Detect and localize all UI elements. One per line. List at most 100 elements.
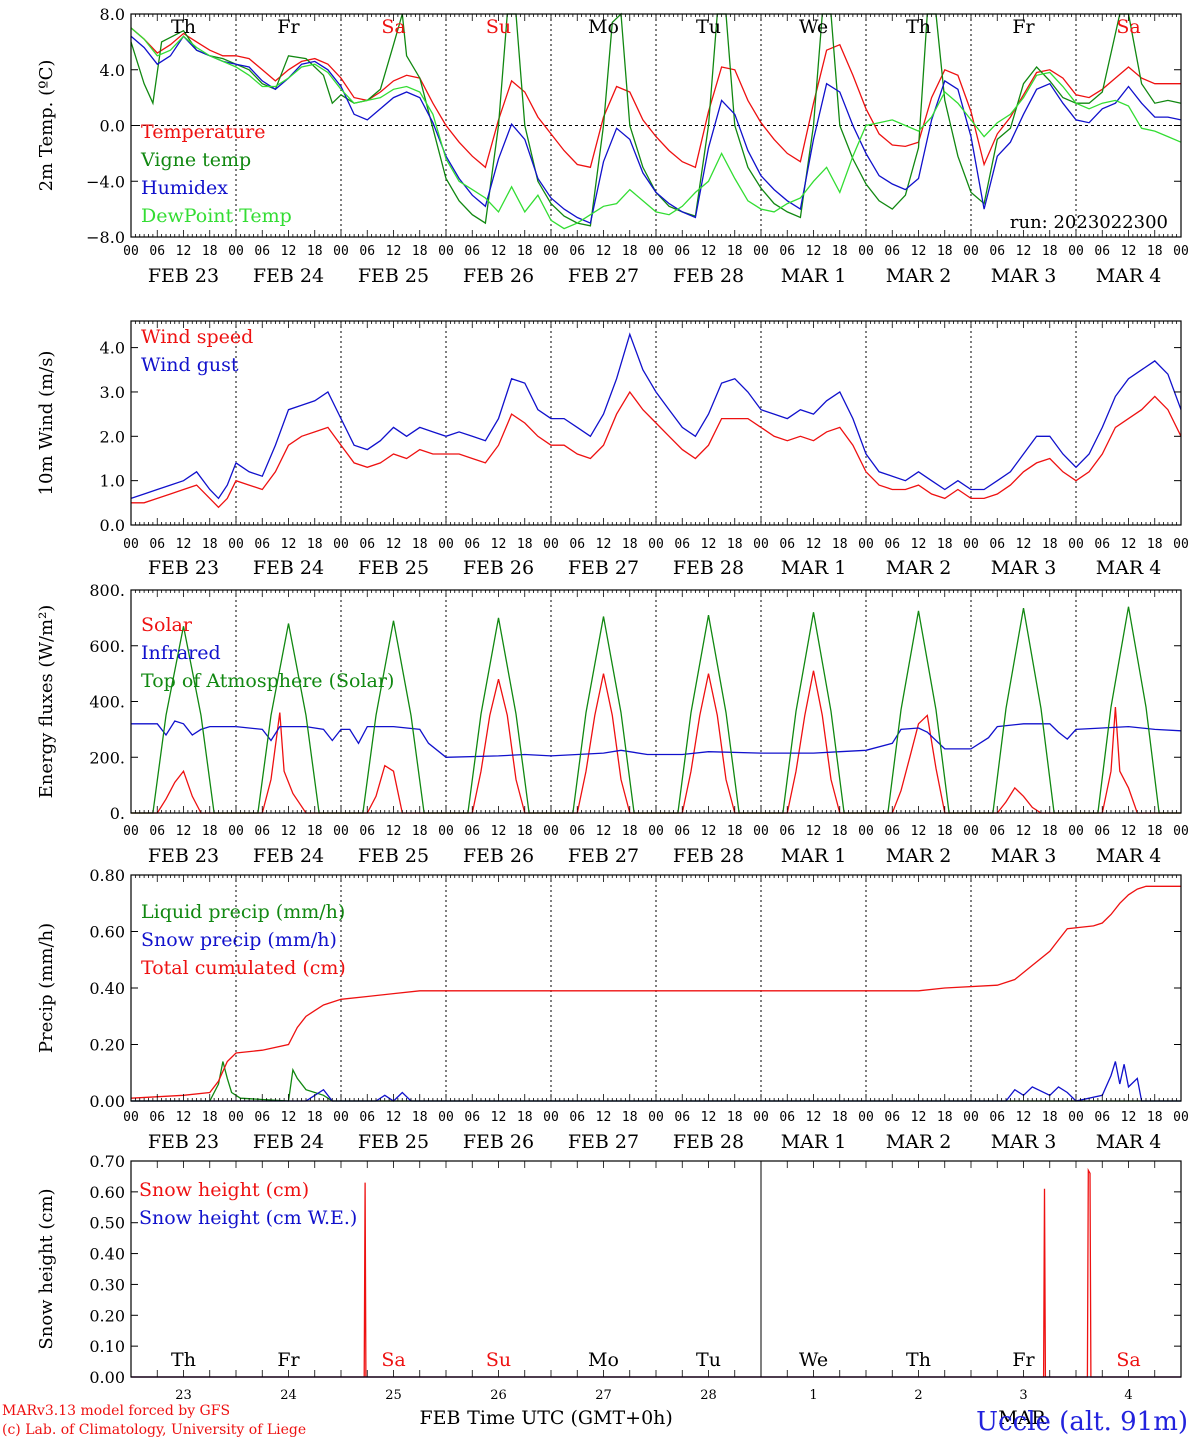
series-solar <box>131 670 1181 814</box>
y-axis-label: 2m Temp. (ºC) <box>36 60 57 192</box>
hour-label: 12 <box>596 244 612 259</box>
hour-label: 00 <box>753 1110 769 1125</box>
date-label: FEB 28 <box>673 265 744 287</box>
day-number: 27 <box>595 1388 612 1403</box>
date-label: MAR 1 <box>781 1131 847 1153</box>
hour-label: 00 <box>1173 244 1189 259</box>
hour-label: 06 <box>1094 537 1110 552</box>
day-name: Sa <box>381 1349 405 1371</box>
hour-label: 18 <box>517 537 533 552</box>
hour-label: 18 <box>202 824 218 839</box>
hour-label: 12 <box>1121 824 1137 839</box>
hour-label: 00 <box>963 244 979 259</box>
date-label: MAR 2 <box>886 1131 952 1153</box>
hour-label: 06 <box>359 1110 375 1125</box>
date-label: FEB 26 <box>463 1131 534 1153</box>
hour-label: 18 <box>412 537 428 552</box>
y-tick-label: 4.0 <box>100 339 125 358</box>
hour-label: 00 <box>228 537 244 552</box>
y-tick-label: 0.60 <box>89 1183 125 1202</box>
hour-label: 00 <box>1173 1110 1189 1125</box>
series-wind-speed <box>131 390 1182 509</box>
hour-label: 00 <box>963 1110 979 1125</box>
legend-entry: Temperature <box>141 121 265 143</box>
hour-label: 12 <box>1016 244 1032 259</box>
hour-label: 00 <box>648 1110 664 1125</box>
y-tick-label: 0. <box>110 804 125 823</box>
y-tick-label: 2.0 <box>100 427 125 446</box>
hour-label: 18 <box>727 244 743 259</box>
date-label: FEB 23 <box>148 557 219 579</box>
hour-label: 06 <box>674 244 690 259</box>
date-label: FEB 25 <box>358 1131 429 1153</box>
legend-entry: Wind gust <box>141 354 239 376</box>
date-label: FEB 25 <box>358 845 429 867</box>
y-tick-label: −4.0 <box>86 172 125 191</box>
hour-label: 18 <box>202 244 218 259</box>
date-label: FEB 26 <box>463 265 534 287</box>
hour-label: 06 <box>464 537 480 552</box>
footer: MARv3.13 model forced by GFS (c) Lab. of… <box>2 1403 1188 1438</box>
series-dewpoint-temp <box>130 27 1182 230</box>
run-annotation: run: 2023022300 <box>1010 212 1168 233</box>
day-name: Mo <box>588 1349 619 1371</box>
hour-label: 18 <box>727 1110 743 1125</box>
hour-label: 18 <box>937 824 953 839</box>
hour-label: 06 <box>1094 1110 1110 1125</box>
day-number: 3 <box>1019 1388 1027 1403</box>
date-label: FEB 28 <box>673 557 744 579</box>
date-label: MAR 3 <box>991 557 1057 579</box>
hour-label: 06 <box>884 824 900 839</box>
legend-entry: Vigne temp <box>140 149 251 171</box>
hour-label: 12 <box>386 1110 402 1125</box>
hour-label: 06 <box>779 244 795 259</box>
day-name: Th <box>171 16 196 38</box>
series-humidex <box>130 35 1182 225</box>
legend-entry: Infrared <box>141 642 221 664</box>
hour-label: 12 <box>1121 244 1137 259</box>
y-tick-label: 0.80 <box>89 866 125 885</box>
month-label-feb: FEB <box>419 1407 460 1429</box>
hour-label: 00 <box>753 537 769 552</box>
hour-label: 12 <box>911 824 927 839</box>
y-tick-label: 0.20 <box>89 1306 125 1325</box>
hour-label: 00 <box>858 537 874 552</box>
hour-label: 18 <box>202 1110 218 1125</box>
date-label: MAR 4 <box>1096 845 1162 867</box>
hour-label: 06 <box>989 1110 1005 1125</box>
hour-label: 06 <box>254 824 270 839</box>
hour-label: 12 <box>701 537 717 552</box>
hour-label: 00 <box>543 244 559 259</box>
y-tick-label: 600. <box>89 637 125 656</box>
y-tick-label: −8.0 <box>86 228 125 247</box>
y-tick-label: 3.0 <box>100 383 125 402</box>
hour-label: 00 <box>1068 1110 1084 1125</box>
date-label: FEB 27 <box>568 845 639 867</box>
hour-label: 00 <box>858 1110 874 1125</box>
hour-label: 12 <box>806 244 822 259</box>
hour-label: 06 <box>359 824 375 839</box>
month-label-mar: MAR <box>998 1407 1046 1429</box>
day-name: Th <box>171 1349 196 1371</box>
legend-entry: Solar <box>141 614 193 636</box>
hour-label: 18 <box>937 244 953 259</box>
hour-label: 06 <box>569 244 585 259</box>
hour-label: 00 <box>123 244 139 259</box>
y-tick-label: 0.00 <box>89 1368 125 1387</box>
hour-label: 12 <box>386 244 402 259</box>
y-tick-label: 0.00 <box>89 1092 125 1111</box>
day-name: Tu <box>696 1349 721 1371</box>
hour-label: 12 <box>176 1110 192 1125</box>
hour-label: 06 <box>254 244 270 259</box>
hour-label: 06 <box>674 1110 690 1125</box>
date-label: MAR 2 <box>886 845 952 867</box>
hour-label: 12 <box>281 537 297 552</box>
hour-label: 00 <box>753 244 769 259</box>
date-label: FEB 24 <box>253 1131 324 1153</box>
hour-label: 00 <box>333 537 349 552</box>
hour-label: 12 <box>1016 1110 1032 1125</box>
hour-label: 18 <box>832 244 848 259</box>
hour-label: 18 <box>1147 537 1163 552</box>
legend-entry: Snow height (cm) <box>139 1179 309 1201</box>
